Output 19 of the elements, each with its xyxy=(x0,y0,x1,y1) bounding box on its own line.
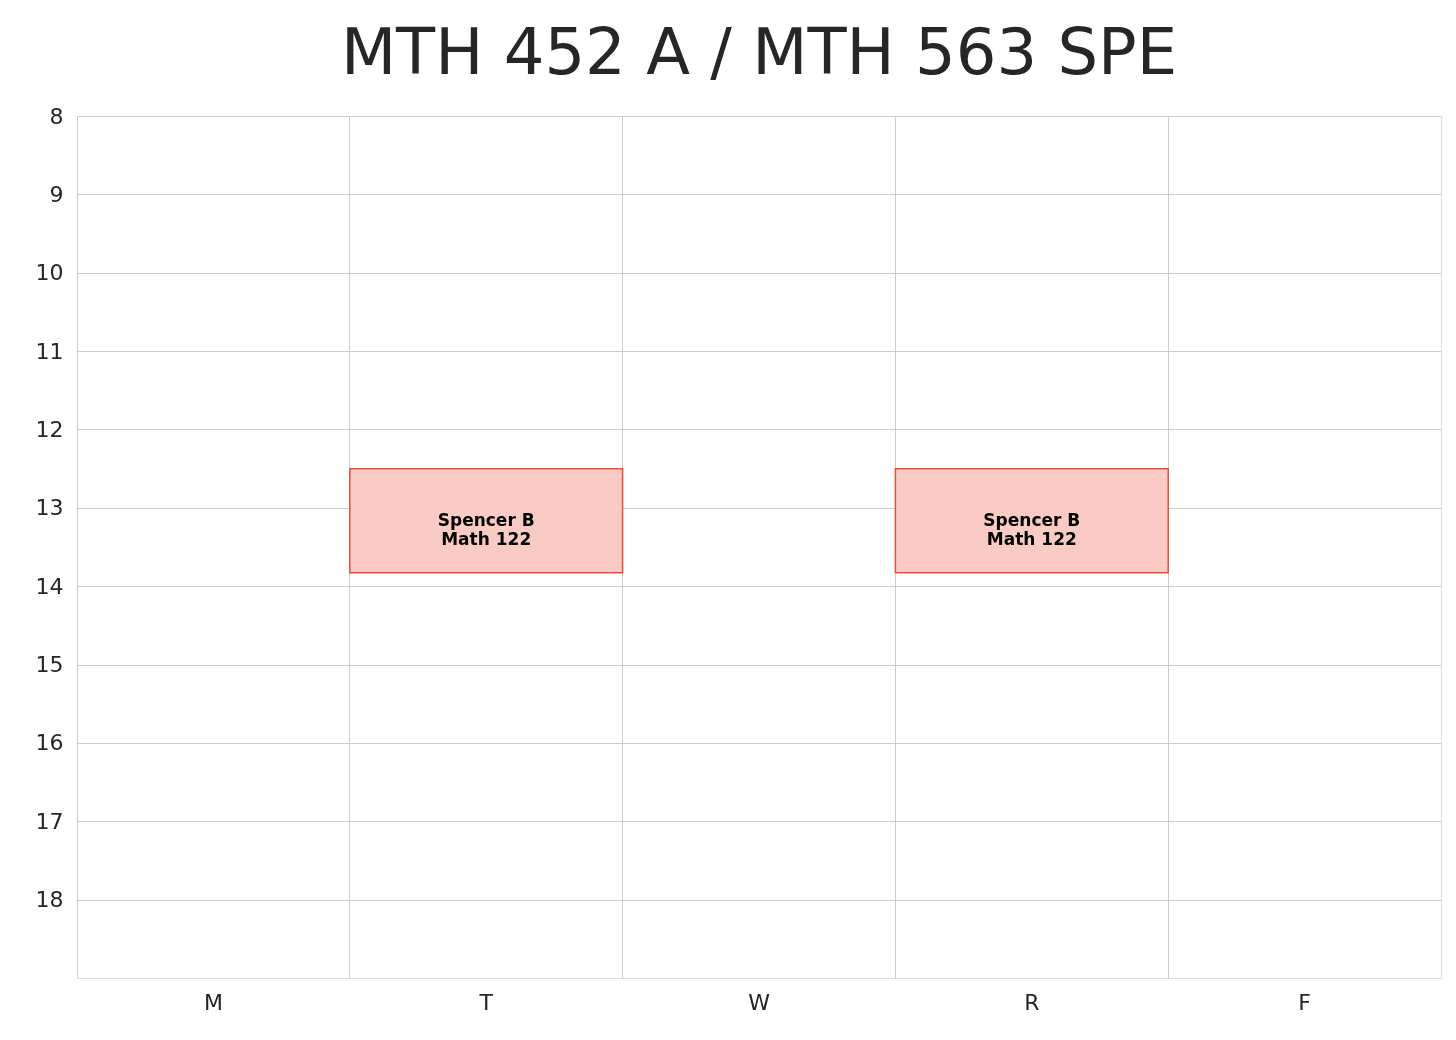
y-tick-label: 11 xyxy=(35,338,64,364)
y-tick-label: 8 xyxy=(49,103,64,129)
y-tick-label: 15 xyxy=(35,652,64,678)
x-tick-label: R xyxy=(1024,989,1040,1015)
x-tick-label: M xyxy=(203,989,223,1015)
y-tick-label: 17 xyxy=(35,808,64,834)
x-tick-label: F xyxy=(1298,989,1311,1015)
annotation: Spencer B Math 122 xyxy=(983,509,1081,549)
chart-title: MTH 452 A / MTH 563 SPE xyxy=(340,15,1178,89)
annotation: Spencer B Math 122 xyxy=(437,509,535,549)
y-tick-label: 16 xyxy=(35,730,64,756)
y-tick-label: 14 xyxy=(35,573,64,599)
y-tick-label: 12 xyxy=(35,416,64,442)
x-tick-label: W xyxy=(748,989,771,1015)
y-tick-label: 18 xyxy=(35,887,64,913)
y-tick-label: 10 xyxy=(35,260,64,286)
x-tick-label: T xyxy=(478,989,494,1015)
y-tick-label: 13 xyxy=(35,495,64,521)
y-tick-label: 9 xyxy=(49,181,64,207)
